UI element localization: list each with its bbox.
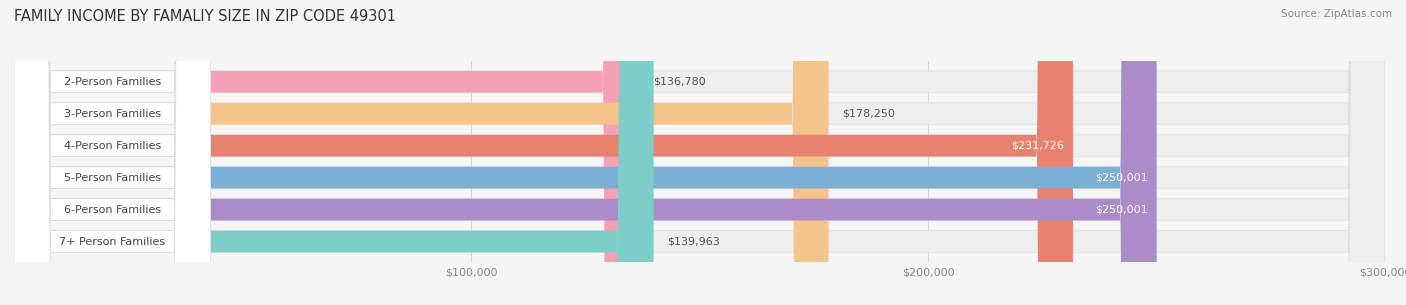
Text: 3-Person Families: 3-Person Families [63, 109, 160, 119]
FancyBboxPatch shape [14, 0, 640, 305]
FancyBboxPatch shape [14, 0, 211, 305]
FancyBboxPatch shape [14, 0, 211, 305]
Text: 4-Person Families: 4-Person Families [63, 141, 160, 151]
FancyBboxPatch shape [14, 0, 1157, 305]
FancyBboxPatch shape [14, 0, 1385, 305]
FancyBboxPatch shape [14, 0, 211, 305]
FancyBboxPatch shape [14, 0, 211, 305]
Text: $178,250: $178,250 [842, 109, 896, 119]
Text: $136,780: $136,780 [652, 77, 706, 87]
FancyBboxPatch shape [14, 0, 1385, 305]
FancyBboxPatch shape [14, 0, 211, 305]
Text: 6-Person Families: 6-Person Families [63, 205, 160, 215]
FancyBboxPatch shape [14, 0, 1157, 305]
FancyBboxPatch shape [14, 0, 1385, 305]
FancyBboxPatch shape [14, 0, 1073, 305]
FancyBboxPatch shape [14, 0, 1385, 305]
FancyBboxPatch shape [14, 0, 1385, 305]
Text: $250,001: $250,001 [1095, 205, 1147, 215]
Text: $139,963: $139,963 [668, 237, 720, 246]
Text: 7+ Person Families: 7+ Person Families [59, 237, 166, 246]
Text: Source: ZipAtlas.com: Source: ZipAtlas.com [1281, 9, 1392, 19]
FancyBboxPatch shape [14, 0, 654, 305]
Text: 5-Person Families: 5-Person Families [63, 173, 160, 183]
Text: FAMILY INCOME BY FAMALIY SIZE IN ZIP CODE 49301: FAMILY INCOME BY FAMALIY SIZE IN ZIP COD… [14, 9, 396, 24]
Text: 2-Person Families: 2-Person Families [63, 77, 160, 87]
Text: $250,001: $250,001 [1095, 173, 1147, 183]
FancyBboxPatch shape [14, 0, 1385, 305]
Text: $231,726: $231,726 [1011, 141, 1064, 151]
FancyBboxPatch shape [14, 0, 211, 305]
FancyBboxPatch shape [14, 0, 828, 305]
